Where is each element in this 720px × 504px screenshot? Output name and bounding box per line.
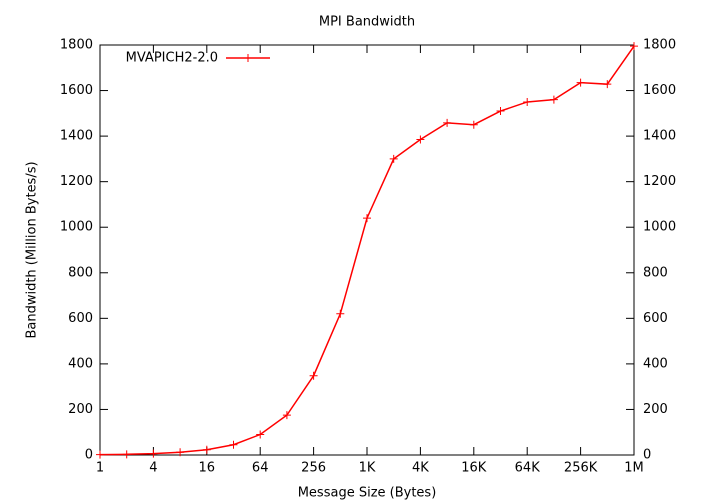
data-point	[176, 448, 185, 457]
y-tick-label: 1000	[60, 220, 93, 235]
y2-tick-label: 1400	[643, 129, 676, 144]
y2-tick-label: 600	[643, 311, 668, 326]
x-tick-label: 4	[149, 461, 157, 476]
x-tick-label: 1K	[359, 461, 376, 476]
data-point	[603, 80, 612, 89]
data-point	[149, 449, 158, 458]
y-tick-label: 1600	[60, 83, 93, 98]
data-point	[630, 42, 638, 51]
data-point	[549, 95, 558, 104]
legend-marker	[244, 54, 252, 62]
data-point	[443, 118, 452, 127]
data-point	[523, 97, 532, 106]
x-tick-label: 4K	[412, 461, 429, 476]
y2-tick-label: 0	[643, 448, 651, 463]
x-tick-label: 16K	[461, 461, 487, 476]
data-point	[416, 135, 425, 144]
y2-tick-label: 400	[643, 356, 668, 371]
x-tick-label: 16	[199, 461, 216, 476]
data-point	[389, 154, 398, 163]
y-tick-label: 200	[68, 402, 93, 417]
y2-tick-label: 200	[643, 402, 668, 417]
data-point	[282, 411, 291, 420]
data-point	[576, 78, 585, 87]
x-tick-label: 64	[252, 461, 269, 476]
data-point	[496, 107, 505, 116]
x-tick-label: 256K	[564, 461, 598, 476]
y-tick-label: 400	[68, 356, 93, 371]
chart-title: MPI Bandwidth	[319, 15, 415, 30]
y2-tick-label: 800	[643, 265, 668, 280]
y-tick-label: 1400	[60, 129, 93, 144]
data-point	[229, 440, 238, 449]
y2-tick-label: 1800	[643, 38, 676, 53]
y-axis-label: Bandwidth (Million Bytes/s)	[25, 161, 40, 338]
data-point	[363, 214, 371, 223]
data-point	[336, 309, 345, 318]
y-tick-label: 600	[68, 311, 93, 326]
data-point	[202, 445, 211, 454]
y2-tick-label: 1000	[643, 220, 676, 235]
data-point	[122, 450, 131, 459]
y-tick-label: 1800	[60, 38, 93, 53]
x-tick-label: 1	[96, 461, 104, 476]
x-tick-label: 1M	[624, 461, 644, 476]
legend-label: MVAPICH2-2.0	[126, 51, 218, 66]
x-tick-label: 64K	[515, 461, 541, 476]
data-point	[309, 371, 318, 380]
data-point	[256, 430, 265, 439]
data-point	[96, 450, 104, 459]
y-tick-label: 1200	[60, 174, 93, 189]
data-point	[469, 120, 478, 129]
y-tick-label: 0	[85, 448, 93, 463]
y2-tick-label: 1200	[643, 174, 676, 189]
y-tick-label: 800	[68, 265, 93, 280]
x-tick-label: 256	[301, 461, 326, 476]
y2-tick-label: 1600	[643, 83, 676, 98]
x-axis-label: Message Size (Bytes)	[298, 486, 437, 501]
